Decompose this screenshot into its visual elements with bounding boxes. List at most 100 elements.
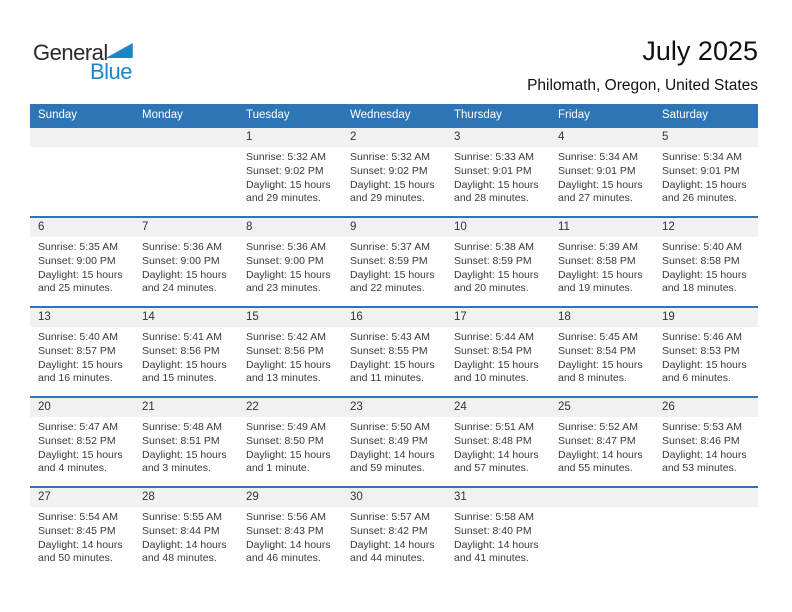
sunrise-line: Sunrise: 5:45 AM [558, 331, 638, 343]
day-cell: 6 Sunrise: 5:35 AM Sunset: 9:00 PM Daylight… [30, 218, 134, 306]
sunrise-line: Sunrise: 5:54 AM [38, 511, 118, 523]
logo-text-blue: Blue [90, 59, 133, 84]
sunrise-line: Sunrise: 5:56 AM [246, 511, 326, 523]
day-cell: 10 Sunrise: 5:38 AM Sunset: 8:59 PM Dayligh… [446, 218, 550, 306]
sunset-line: Sunset: 8:58 PM [558, 254, 636, 267]
day-cell: 23 Sunrise: 5:50 AM Sunset: 8:49 PM Dayligh… [342, 398, 446, 486]
sunset-line: Sunset: 8:54 PM [558, 344, 636, 357]
day-number: 30 [342, 488, 446, 507]
daylight-line: Daylight: 15 hours and 1 minute. [246, 448, 331, 475]
sunrise-line: Sunrise: 5:40 AM [662, 241, 742, 253]
daylight-line: Daylight: 14 hours and 41 minutes. [454, 538, 539, 565]
sunset-line: Sunset: 9:01 PM [558, 164, 636, 177]
day-details: Sunrise: 5:41 AM Sunset: 8:56 PM Daylight:… [134, 327, 238, 386]
day-cell: 3 Sunrise: 5:33 AM Sunset: 9:01 PM Daylight… [446, 128, 550, 216]
day-details: Sunrise: 5:34 AM Sunset: 9:01 PM Daylight:… [654, 147, 758, 206]
day-number: 17 [446, 308, 550, 327]
weekday-header-row: Sunday Monday Tuesday Wednesday Thursday… [30, 104, 758, 126]
day-cell: 13 Sunrise: 5:40 AM Sunset: 8:57 PM Dayligh… [30, 308, 134, 396]
weekday-wednesday: Wednesday [350, 109, 411, 121]
day-details: Sunrise: 5:48 AM Sunset: 8:51 PM Daylight:… [134, 417, 238, 476]
logo-text-general: General [33, 40, 133, 66]
day-number: 28 [134, 488, 238, 507]
daylight-line: Daylight: 14 hours and 44 minutes. [350, 538, 435, 565]
sunset-line: Sunset: 8:49 PM [350, 434, 428, 447]
sunset-line: Sunset: 8:52 PM [38, 434, 116, 447]
calendar-body: 1 Sunrise: 5:32 AM Sunset: 9:02 PM Daylight… [30, 126, 758, 576]
day-number: 9 [342, 218, 446, 237]
daylight-line: Daylight: 15 hours and 29 minutes. [246, 178, 331, 205]
sunset-line: Sunset: 8:48 PM [454, 434, 532, 447]
week-row: 13 Sunrise: 5:40 AM Sunset: 8:57 PM Dayligh… [30, 306, 758, 396]
day-details: Sunrise: 5:36 AM Sunset: 9:00 PM Daylight:… [134, 237, 238, 296]
daylight-line: Daylight: 15 hours and 29 minutes. [350, 178, 435, 205]
logo-triangle-icon [105, 43, 133, 58]
sunset-line: Sunset: 8:57 PM [38, 344, 116, 357]
sunrise-line: Sunrise: 5:32 AM [350, 151, 430, 163]
day-details: Sunrise: 5:57 AM Sunset: 8:42 PM Daylight:… [342, 507, 446, 566]
sunrise-line: Sunrise: 5:36 AM [246, 241, 326, 253]
sunrise-line: Sunrise: 5:46 AM [662, 331, 742, 343]
day-details: Sunrise: 5:54 AM Sunset: 8:45 PM Daylight:… [30, 507, 134, 566]
weekday-sunday: Sunday [38, 109, 78, 121]
day-cell: 21 Sunrise: 5:48 AM Sunset: 8:51 PM Dayligh… [134, 398, 238, 486]
daylight-line: Daylight: 14 hours and 57 minutes. [454, 448, 539, 475]
sunrise-line: Sunrise: 5:52 AM [558, 421, 638, 433]
day-number: 11 [550, 218, 654, 237]
day-number: 7 [134, 218, 238, 237]
day-number: 6 [30, 218, 134, 237]
day-details: Sunrise: 5:38 AM Sunset: 8:59 PM Daylight:… [446, 237, 550, 296]
sunrise-line: Sunrise: 5:44 AM [454, 331, 534, 343]
sunset-line: Sunset: 9:02 PM [246, 164, 324, 177]
day-details: Sunrise: 5:55 AM Sunset: 8:44 PM Daylight:… [134, 507, 238, 566]
calendar: Sunday Monday Tuesday Wednesday Thursday… [30, 104, 758, 576]
weekday-monday: Monday [142, 109, 183, 121]
sunrise-line: Sunrise: 5:47 AM [38, 421, 118, 433]
day-details: Sunrise: 5:40 AM Sunset: 8:58 PM Daylight:… [654, 237, 758, 296]
sunset-line: Sunset: 8:42 PM [350, 524, 428, 537]
day-details: Sunrise: 5:45 AM Sunset: 8:54 PM Daylight:… [550, 327, 654, 386]
sunrise-line: Sunrise: 5:39 AM [558, 241, 638, 253]
sunrise-line: Sunrise: 5:40 AM [38, 331, 118, 343]
week-row: 27 Sunrise: 5:54 AM Sunset: 8:45 PM Dayligh… [30, 486, 758, 576]
sunrise-line: Sunrise: 5:43 AM [350, 331, 430, 343]
day-details: Sunrise: 5:46 AM Sunset: 8:53 PM Daylight:… [654, 327, 758, 386]
sunset-line: Sunset: 8:44 PM [142, 524, 220, 537]
day-cell: 9 Sunrise: 5:37 AM Sunset: 8:59 PM Daylight… [342, 218, 446, 306]
day-cell: 8 Sunrise: 5:36 AM Sunset: 9:00 PM Daylight… [238, 218, 342, 306]
daylight-line: Daylight: 15 hours and 25 minutes. [38, 268, 123, 295]
day-details: Sunrise: 5:37 AM Sunset: 8:59 PM Daylight:… [342, 237, 446, 296]
sunset-line: Sunset: 9:02 PM [350, 164, 428, 177]
sunset-line: Sunset: 8:58 PM [662, 254, 740, 267]
sunset-line: Sunset: 8:40 PM [454, 524, 532, 537]
daylight-line: Daylight: 14 hours and 55 minutes. [558, 448, 643, 475]
daylight-line: Daylight: 14 hours and 48 minutes. [142, 538, 227, 565]
sunset-line: Sunset: 8:50 PM [246, 434, 324, 447]
daylight-line: Daylight: 15 hours and 8 minutes. [558, 358, 643, 385]
day-cell: 5 Sunrise: 5:34 AM Sunset: 9:01 PM Daylight… [654, 128, 758, 216]
day-number: 19 [654, 308, 758, 327]
sunrise-line: Sunrise: 5:57 AM [350, 511, 430, 523]
day-details: Sunrise: 5:43 AM Sunset: 8:55 PM Daylight:… [342, 327, 446, 386]
daylight-line: Daylight: 14 hours and 50 minutes. [38, 538, 123, 565]
week-row: 1 Sunrise: 5:32 AM Sunset: 9:02 PM Daylight… [30, 126, 758, 216]
daylight-line: Daylight: 15 hours and 13 minutes. [246, 358, 331, 385]
sunrise-line: Sunrise: 5:51 AM [454, 421, 534, 433]
day-details: Sunrise: 5:58 AM Sunset: 8:40 PM Daylight:… [446, 507, 550, 566]
daylight-line: Daylight: 15 hours and 3 minutes. [142, 448, 227, 475]
sunset-line: Sunset: 9:01 PM [662, 164, 740, 177]
day-cell: 4 Sunrise: 5:34 AM Sunset: 9:01 PM Daylight… [550, 128, 654, 216]
day-number: 4 [550, 128, 654, 147]
sunset-line: Sunset: 8:45 PM [38, 524, 116, 537]
logo-word-general: General [33, 40, 108, 65]
day-number: 24 [446, 398, 550, 417]
day-number [134, 128, 238, 147]
day-number: 26 [654, 398, 758, 417]
sunset-line: Sunset: 9:00 PM [142, 254, 220, 267]
day-number: 31 [446, 488, 550, 507]
daylight-line: Daylight: 15 hours and 11 minutes. [350, 358, 435, 385]
day-number: 18 [550, 308, 654, 327]
day-cell: 1 Sunrise: 5:32 AM Sunset: 9:02 PM Daylight… [238, 128, 342, 216]
sunrise-line: Sunrise: 5:58 AM [454, 511, 534, 523]
day-cell: 20 Sunrise: 5:47 AM Sunset: 8:52 PM Dayligh… [30, 398, 134, 486]
